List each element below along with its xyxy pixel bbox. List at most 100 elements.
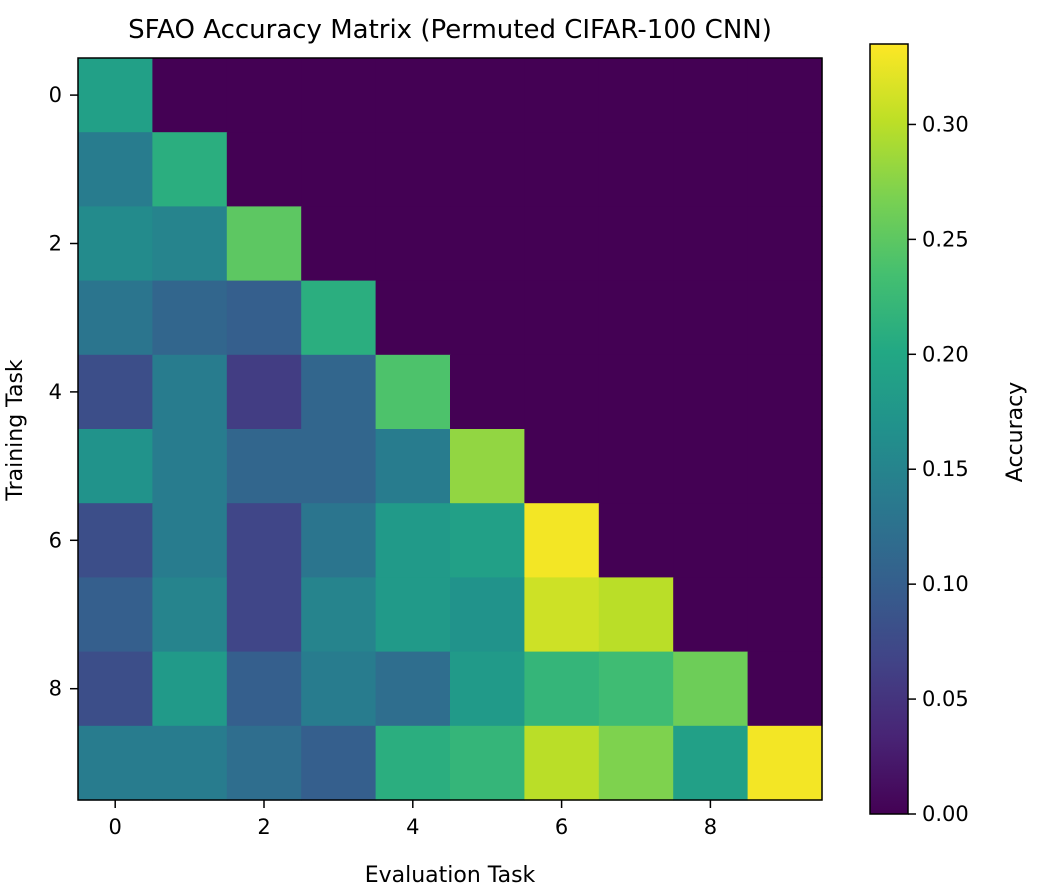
heatmap-cell-r7-c6 — [524, 577, 600, 653]
heatmap-cell-r7-c1 — [152, 577, 228, 653]
heatmap-cell-r7-c4 — [375, 577, 451, 653]
heatmap-cell-r3-c3 — [301, 280, 377, 356]
colorbar-tick-label-0.05: 0.05 — [922, 687, 969, 711]
y-tick-label-4: 4 — [49, 380, 62, 404]
heatmap-cell-r0-c3 — [301, 58, 377, 133]
heatmap-cell-r9-c9 — [747, 725, 823, 801]
heatmap-cell-r1-c0 — [78, 132, 153, 207]
y-tick-label-6: 6 — [49, 528, 62, 552]
heatmap-cell-r8-c1 — [152, 651, 228, 727]
heatmap-cell-r8-c4 — [375, 651, 451, 727]
heatmap-cell-r6-c5 — [450, 503, 525, 578]
heatmap-cell-r2-c6 — [524, 206, 600, 282]
heatmap-cell-r2-c7 — [598, 206, 674, 282]
heatmap-cell-r7-c5 — [450, 577, 525, 653]
heatmap-cell-r5-c1 — [152, 429, 228, 504]
heatmap-cell-r4-c4 — [375, 354, 451, 430]
x-axis-label: Evaluation Task — [365, 863, 536, 888]
heatmap-cell-r2-c2 — [226, 206, 302, 282]
heatmap-cell-r8-c0 — [78, 651, 153, 727]
heatmap-cell-r3-c9 — [747, 280, 823, 356]
heatmap-cell-r8-c7 — [598, 651, 674, 727]
colorbar-tick-label-0.15: 0.15 — [922, 457, 969, 481]
heatmap-cell-r8-c8 — [673, 651, 749, 727]
x-tick-label-6: 6 — [555, 815, 568, 839]
heatmap-cell-r3-c8 — [673, 280, 749, 356]
heatmap-cell-r1-c9 — [747, 132, 823, 207]
heatmap-cell-r1-c1 — [152, 132, 228, 207]
heatmap-cell-r9-c3 — [301, 725, 377, 801]
colorbar — [869, 43, 909, 815]
heatmap-cell-r3-c1 — [152, 280, 228, 356]
heatmap-cell-r7-c0 — [78, 577, 153, 653]
heatmap-cell-r8-c9 — [747, 651, 823, 727]
heatmap-cell-r6-c8 — [673, 503, 749, 578]
heatmap-cell-r7-c8 — [673, 577, 749, 653]
plot-frame — [77, 57, 823, 801]
heatmap-cell-r5-c7 — [598, 429, 674, 504]
heatmap-cell-r0-c6 — [524, 58, 600, 133]
heatmap-cell-r0-c4 — [375, 58, 451, 133]
colorbar-tick-label-0.00: 0.00 — [922, 802, 969, 826]
heatmap-cell-r0-c7 — [598, 58, 674, 133]
heatmap-cell-r4-c2 — [226, 354, 302, 430]
heatmap-cell-r4-c5 — [450, 354, 525, 430]
heatmap-cell-r1-c2 — [226, 132, 302, 207]
heatmap-cell-r7-c2 — [226, 577, 302, 653]
heatmap-cell-r3-c6 — [524, 280, 600, 356]
heatmap-cell-r1-c4 — [375, 132, 451, 207]
heatmap-cell-r6-c4 — [375, 503, 451, 578]
heatmap-cell-r9-c2 — [226, 725, 302, 801]
heatmap-cell-r9-c0 — [78, 725, 153, 801]
heatmap-cell-r4-c6 — [524, 354, 600, 430]
heatmap-cell-r5-c0 — [78, 429, 153, 504]
heatmap-cell-r4-c9 — [747, 354, 823, 430]
heatmap-cell-r2-c8 — [673, 206, 749, 282]
colorbar-tick-label-0.10: 0.10 — [922, 572, 969, 596]
heatmap-cell-r4-c0 — [78, 354, 153, 430]
heatmap-cell-r2-c0 — [78, 206, 153, 282]
heatmap-cell-r9-c6 — [524, 725, 600, 801]
heatmap-cell-r2-c9 — [747, 206, 823, 282]
heatmap-cell-r9-c1 — [152, 725, 228, 801]
heatmap-cell-r3-c2 — [226, 280, 302, 356]
heatmap-cell-r7-c9 — [747, 577, 823, 653]
y-axis-label: Training Task — [3, 359, 28, 502]
heatmap-cell-r4-c8 — [673, 354, 749, 430]
heatmap-cell-r6-c1 — [152, 503, 228, 578]
colorbar-tick-label-0.20: 0.20 — [922, 342, 969, 366]
heatmap-cell-r0-c1 — [152, 58, 228, 133]
heatmap-cell-r3-c5 — [450, 280, 525, 356]
heatmap-cell-r1-c3 — [301, 132, 377, 207]
heatmap-cell-r2-c3 — [301, 206, 377, 282]
colorbar-ticks: 0.00 0.05 0.10 0.15 0.20 0.25 0.30 — [908, 112, 969, 826]
heatmap-cell-r6-c9 — [747, 503, 823, 578]
heatmap-cell-r0-c0 — [78, 58, 153, 133]
colorbar-tick-label-0.30: 0.30 — [922, 112, 969, 136]
heatmap-cell-r7-c7 — [598, 577, 674, 653]
heatmap-cell-r4-c1 — [152, 354, 228, 430]
y-tick-label-0: 0 — [49, 83, 62, 107]
heatmap-cell-r3-c4 — [375, 280, 451, 356]
heatmap-cell-r4-c7 — [598, 354, 674, 430]
heatmap-cell-r2-c1 — [152, 206, 228, 282]
heatmap-cell-r6-c7 — [598, 503, 674, 578]
heatmap-cell-r5-c8 — [673, 429, 749, 504]
chart-title: SFAO Accuracy Matrix (Permuted CIFAR-100… — [128, 15, 772, 45]
x-axis-ticks: 0 2 4 6 8 — [109, 800, 717, 839]
heatmap-cell-r1-c7 — [598, 132, 674, 207]
heatmap-cell-r0-c9 — [747, 58, 823, 133]
heatmap-cell-r8-c2 — [226, 651, 302, 727]
colorbar-tick-label-0.25: 0.25 — [922, 227, 969, 251]
heatmap-cell-r0-c8 — [673, 58, 749, 133]
x-tick-label-4: 4 — [406, 815, 419, 839]
heatmap-cell-r7-c3 — [301, 577, 377, 653]
heatmap-cells — [78, 58, 823, 801]
heatmap-cell-r0-c2 — [226, 58, 302, 133]
heatmap-cell-r9-c8 — [673, 725, 749, 801]
heatmap-cell-r5-c5 — [450, 429, 525, 504]
heatmap-cell-r6-c6 — [524, 503, 600, 578]
heatmap-cell-r5-c3 — [301, 429, 377, 504]
x-tick-label-8: 8 — [704, 815, 717, 839]
x-tick-label-2: 2 — [257, 815, 270, 839]
